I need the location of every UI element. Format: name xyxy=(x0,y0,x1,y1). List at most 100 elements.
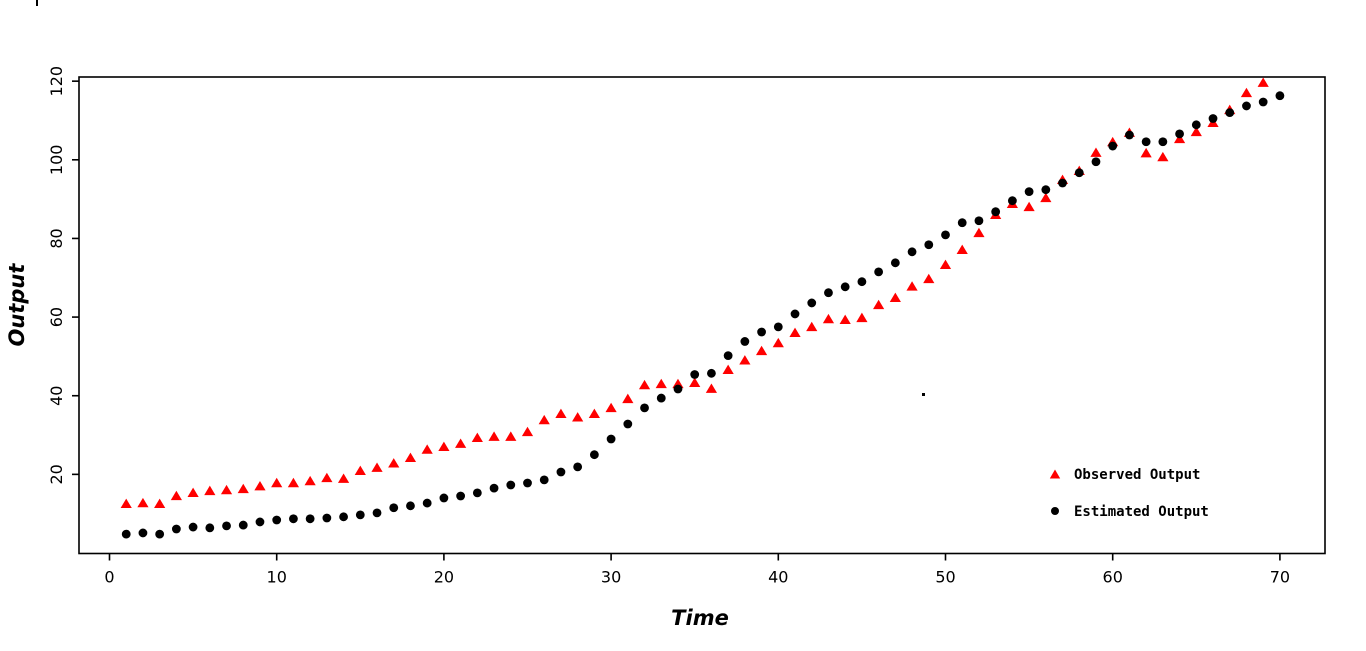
estimated-point xyxy=(991,207,1001,217)
y-tick-label: 120 xyxy=(47,66,66,97)
estimated-point xyxy=(1007,196,1017,206)
observed-point xyxy=(204,485,216,496)
estimated-point xyxy=(924,240,934,250)
observed-point xyxy=(488,431,500,441)
estimated-point xyxy=(121,529,131,539)
observed-point xyxy=(705,383,718,393)
observed-point xyxy=(772,337,784,348)
observed-point xyxy=(856,312,868,323)
observed-point xyxy=(622,393,634,404)
observed-point xyxy=(120,498,132,509)
observed-point xyxy=(1173,133,1186,144)
estimated-point xyxy=(1074,168,1084,178)
estimated-point xyxy=(890,258,900,268)
observed-point xyxy=(220,484,233,495)
estimated-point xyxy=(255,517,265,527)
observed-point xyxy=(873,299,885,310)
observed-point xyxy=(555,408,567,419)
x-tick-label: 0 xyxy=(104,568,114,587)
x-tick-label: 30 xyxy=(601,568,621,587)
observed-point xyxy=(154,498,166,509)
x-tick-label: 60 xyxy=(1103,568,1123,587)
observed-point xyxy=(939,259,952,269)
estimated-point xyxy=(406,501,415,511)
estimated-point xyxy=(155,529,165,539)
observed-point xyxy=(521,426,534,437)
estimated-point xyxy=(623,419,633,429)
estimated-point xyxy=(138,528,148,538)
x-axis-label: Time xyxy=(671,606,729,630)
estimated-point xyxy=(1258,97,1268,107)
estimated-point xyxy=(1158,137,1168,147)
x-tick-label: 50 xyxy=(935,568,955,587)
observed-point xyxy=(806,321,818,332)
estimated-point xyxy=(1058,178,1067,188)
stray-dot-artifact xyxy=(922,393,925,396)
estimated-point xyxy=(1091,157,1101,167)
estimated-point xyxy=(322,513,332,523)
observed-series xyxy=(120,77,1269,509)
estimated-point xyxy=(640,403,649,413)
observed-point xyxy=(1190,126,1202,137)
observed-point xyxy=(137,497,149,508)
estimated-point xyxy=(673,384,683,394)
estimated-point xyxy=(707,368,716,378)
observed-point xyxy=(755,345,768,356)
observed-point xyxy=(923,273,935,284)
observed-point xyxy=(572,412,584,422)
observed-point xyxy=(1090,147,1102,157)
y-tick-label: 100 xyxy=(47,145,66,176)
estimated-point xyxy=(355,510,365,520)
estimated-point xyxy=(1108,141,1118,151)
estimated-point xyxy=(757,327,766,337)
estimated-point xyxy=(1125,130,1134,140)
y-tick-label: 40 xyxy=(47,386,66,406)
y-axis-ticks: 20 40 60 80 100 120 xyxy=(47,66,79,485)
clipped-glyph-artifact xyxy=(36,0,38,6)
estimated-point xyxy=(690,370,700,379)
estimated-point xyxy=(957,218,967,228)
estimated-point xyxy=(1175,129,1184,139)
observed-point xyxy=(321,472,333,483)
estimated-point xyxy=(1275,91,1285,101)
estimated-point xyxy=(1191,120,1201,130)
observed-point xyxy=(505,431,517,441)
estimated-point xyxy=(974,216,984,226)
estimated-point xyxy=(205,523,215,533)
y-tick-label: 80 xyxy=(47,228,66,248)
observed-point xyxy=(337,473,350,483)
estimated-point xyxy=(907,247,917,257)
estimated-point xyxy=(523,478,532,488)
estimated-point xyxy=(456,491,466,501)
estimated-point xyxy=(589,450,599,460)
estimated-point xyxy=(1225,108,1235,118)
estimated-point xyxy=(857,277,867,287)
estimated-point xyxy=(807,298,817,308)
observed-point xyxy=(973,227,985,238)
x-axis-ticks: 0 10 20 30 40 50 60 70 xyxy=(104,553,1290,587)
observed-point xyxy=(906,281,918,291)
estimated-point xyxy=(1141,137,1151,147)
observed-point xyxy=(822,313,835,324)
estimated-point xyxy=(188,522,198,532)
observed-point xyxy=(1023,201,1035,212)
plot-box xyxy=(78,76,1326,555)
estimated-point xyxy=(539,475,549,485)
x-tick-label: 10 xyxy=(267,568,287,587)
estimated-point xyxy=(305,514,315,524)
estimated-series xyxy=(121,91,1285,539)
estimated-point xyxy=(339,512,348,522)
estimated-point xyxy=(422,498,432,508)
estimated-point xyxy=(740,337,750,346)
observed-point xyxy=(304,475,316,486)
observed-point xyxy=(404,452,417,463)
estimated-point xyxy=(874,267,884,277)
estimated-point xyxy=(289,514,298,524)
estimated-point xyxy=(773,322,783,332)
observed-point xyxy=(655,378,667,389)
observed-point xyxy=(789,327,801,338)
observed-point xyxy=(739,355,751,365)
observed-point xyxy=(237,483,249,494)
legend-estimated-label: Estimated Output xyxy=(1074,504,1209,520)
